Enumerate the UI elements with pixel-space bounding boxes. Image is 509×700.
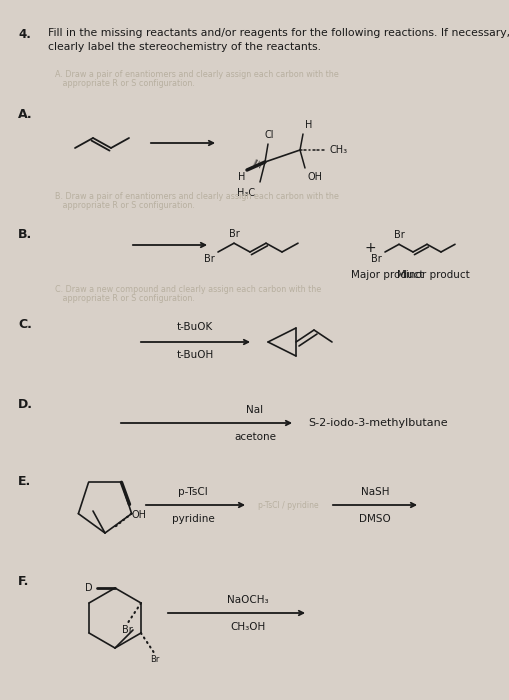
Text: +: + (364, 241, 376, 255)
Text: 4.: 4. (18, 28, 31, 41)
Text: Br: Br (204, 254, 215, 264)
Text: D: D (86, 583, 93, 593)
Text: NaI: NaI (246, 405, 264, 415)
Text: OH: OH (131, 510, 147, 520)
Text: appropriate R or S configuration.: appropriate R or S configuration. (55, 201, 195, 210)
Text: S-2-iodo-3-methylbutane: S-2-iodo-3-methylbutane (308, 418, 447, 428)
Text: H: H (305, 120, 313, 130)
Text: A. Draw a pair of enantiomers and clearly assign each carbon with the: A. Draw a pair of enantiomers and clearl… (55, 70, 339, 79)
Text: Br: Br (229, 229, 239, 239)
Text: CH₃: CH₃ (330, 145, 348, 155)
Text: Br: Br (150, 655, 160, 664)
Text: p-TsCl: p-TsCl (178, 487, 208, 497)
Text: B.: B. (18, 228, 32, 241)
Text: H: H (238, 172, 245, 182)
Text: clearly label the stereochemistry of the reactants.: clearly label the stereochemistry of the… (48, 42, 321, 52)
Text: Br: Br (371, 254, 382, 264)
Text: DMSO: DMSO (359, 514, 391, 524)
Text: E.: E. (18, 475, 31, 488)
Text: Fill in the missing reactants and/or reagents for the following reactions. If ne: Fill in the missing reactants and/or rea… (48, 28, 509, 38)
Text: A.: A. (18, 108, 33, 121)
Text: Minor product: Minor product (397, 270, 469, 280)
Text: Cl: Cl (264, 130, 274, 140)
Text: appropriate R or S configuration.: appropriate R or S configuration. (55, 79, 195, 88)
Text: B. Draw a pair of enantiomers and clearly assign each carbon with the: B. Draw a pair of enantiomers and clearl… (55, 192, 339, 201)
Text: CH₃OH: CH₃OH (231, 622, 266, 632)
Text: Major product: Major product (351, 270, 423, 280)
Text: NaSH: NaSH (361, 487, 389, 497)
Text: pyridine: pyridine (172, 514, 214, 524)
Text: C. Draw a new compound and clearly assign each carbon with the: C. Draw a new compound and clearly assig… (55, 285, 321, 294)
Text: t-BuOH: t-BuOH (177, 350, 214, 360)
Text: NaOCH₃: NaOCH₃ (227, 595, 269, 605)
Text: ||||: |||| (251, 159, 263, 169)
Text: C.: C. (18, 318, 32, 331)
Text: Br: Br (122, 625, 132, 635)
Text: appropriate R or S configuration.: appropriate R or S configuration. (55, 294, 195, 303)
Text: D.: D. (18, 398, 33, 411)
Text: Br: Br (393, 230, 404, 240)
Text: p-TsCl / pyridine: p-TsCl / pyridine (258, 500, 366, 510)
Text: OH: OH (308, 172, 323, 182)
Text: t-BuOK: t-BuOK (177, 322, 213, 332)
Text: F.: F. (18, 575, 30, 588)
Text: H₃C: H₃C (237, 188, 255, 198)
Text: acetone: acetone (234, 432, 276, 442)
